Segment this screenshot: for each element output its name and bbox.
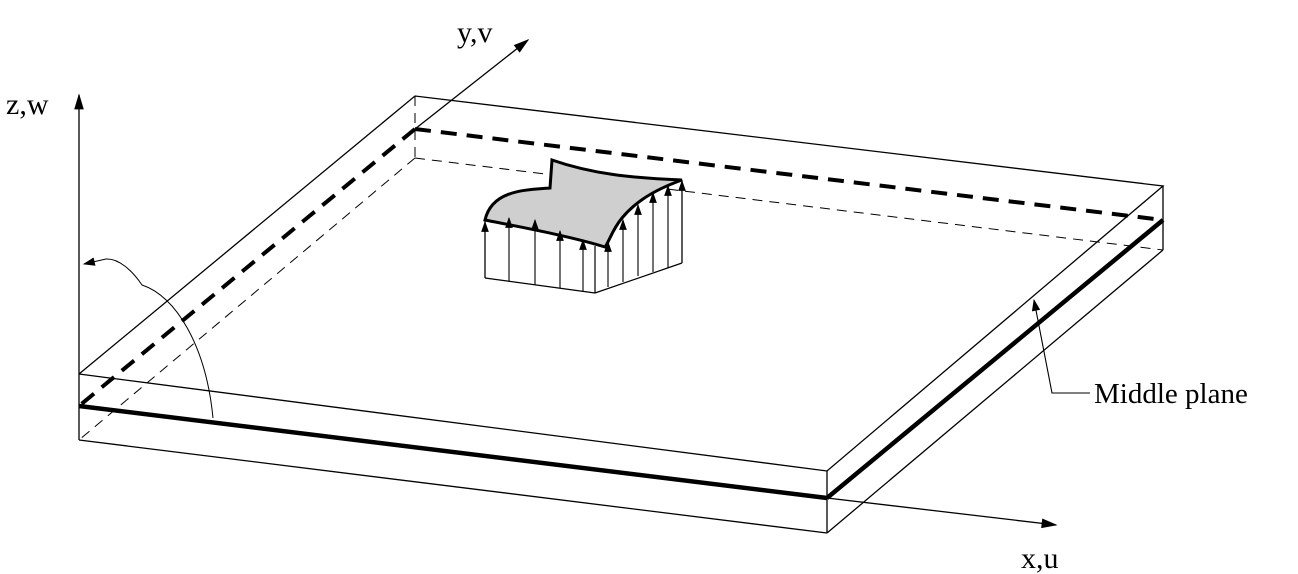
z-axis-label: z,w	[6, 88, 49, 121]
middle-plane-leader	[1031, 298, 1090, 394]
load-arrows-side	[604, 179, 686, 287]
y-axis	[414, 39, 530, 130]
plate-bottom-right-edge	[826, 249, 1164, 534]
x-axis-label: x,u	[1021, 542, 1059, 574]
x-axis	[826, 497, 1058, 529]
middle-plane-label: Middle plane	[1094, 378, 1248, 410]
load-arrows-front	[481, 216, 587, 291]
rotation-arc	[82, 257, 214, 419]
middle-plane-front-solid	[78, 403, 828, 501]
axes	[74, 39, 1058, 529]
middle-plane-left-dashed	[77, 127, 417, 408]
plate-bottom-front-edge	[78, 439, 828, 534]
middle-plane-back-dashed	[414, 127, 1164, 222]
load-element	[481, 157, 686, 294]
middle-plane-right-solid	[825, 218, 1165, 500]
plate-box	[78, 95, 1165, 534]
middle-plane	[77, 127, 1165, 501]
y-axis-label: y,v	[457, 16, 493, 49]
hidden-edges	[78, 96, 1164, 441]
